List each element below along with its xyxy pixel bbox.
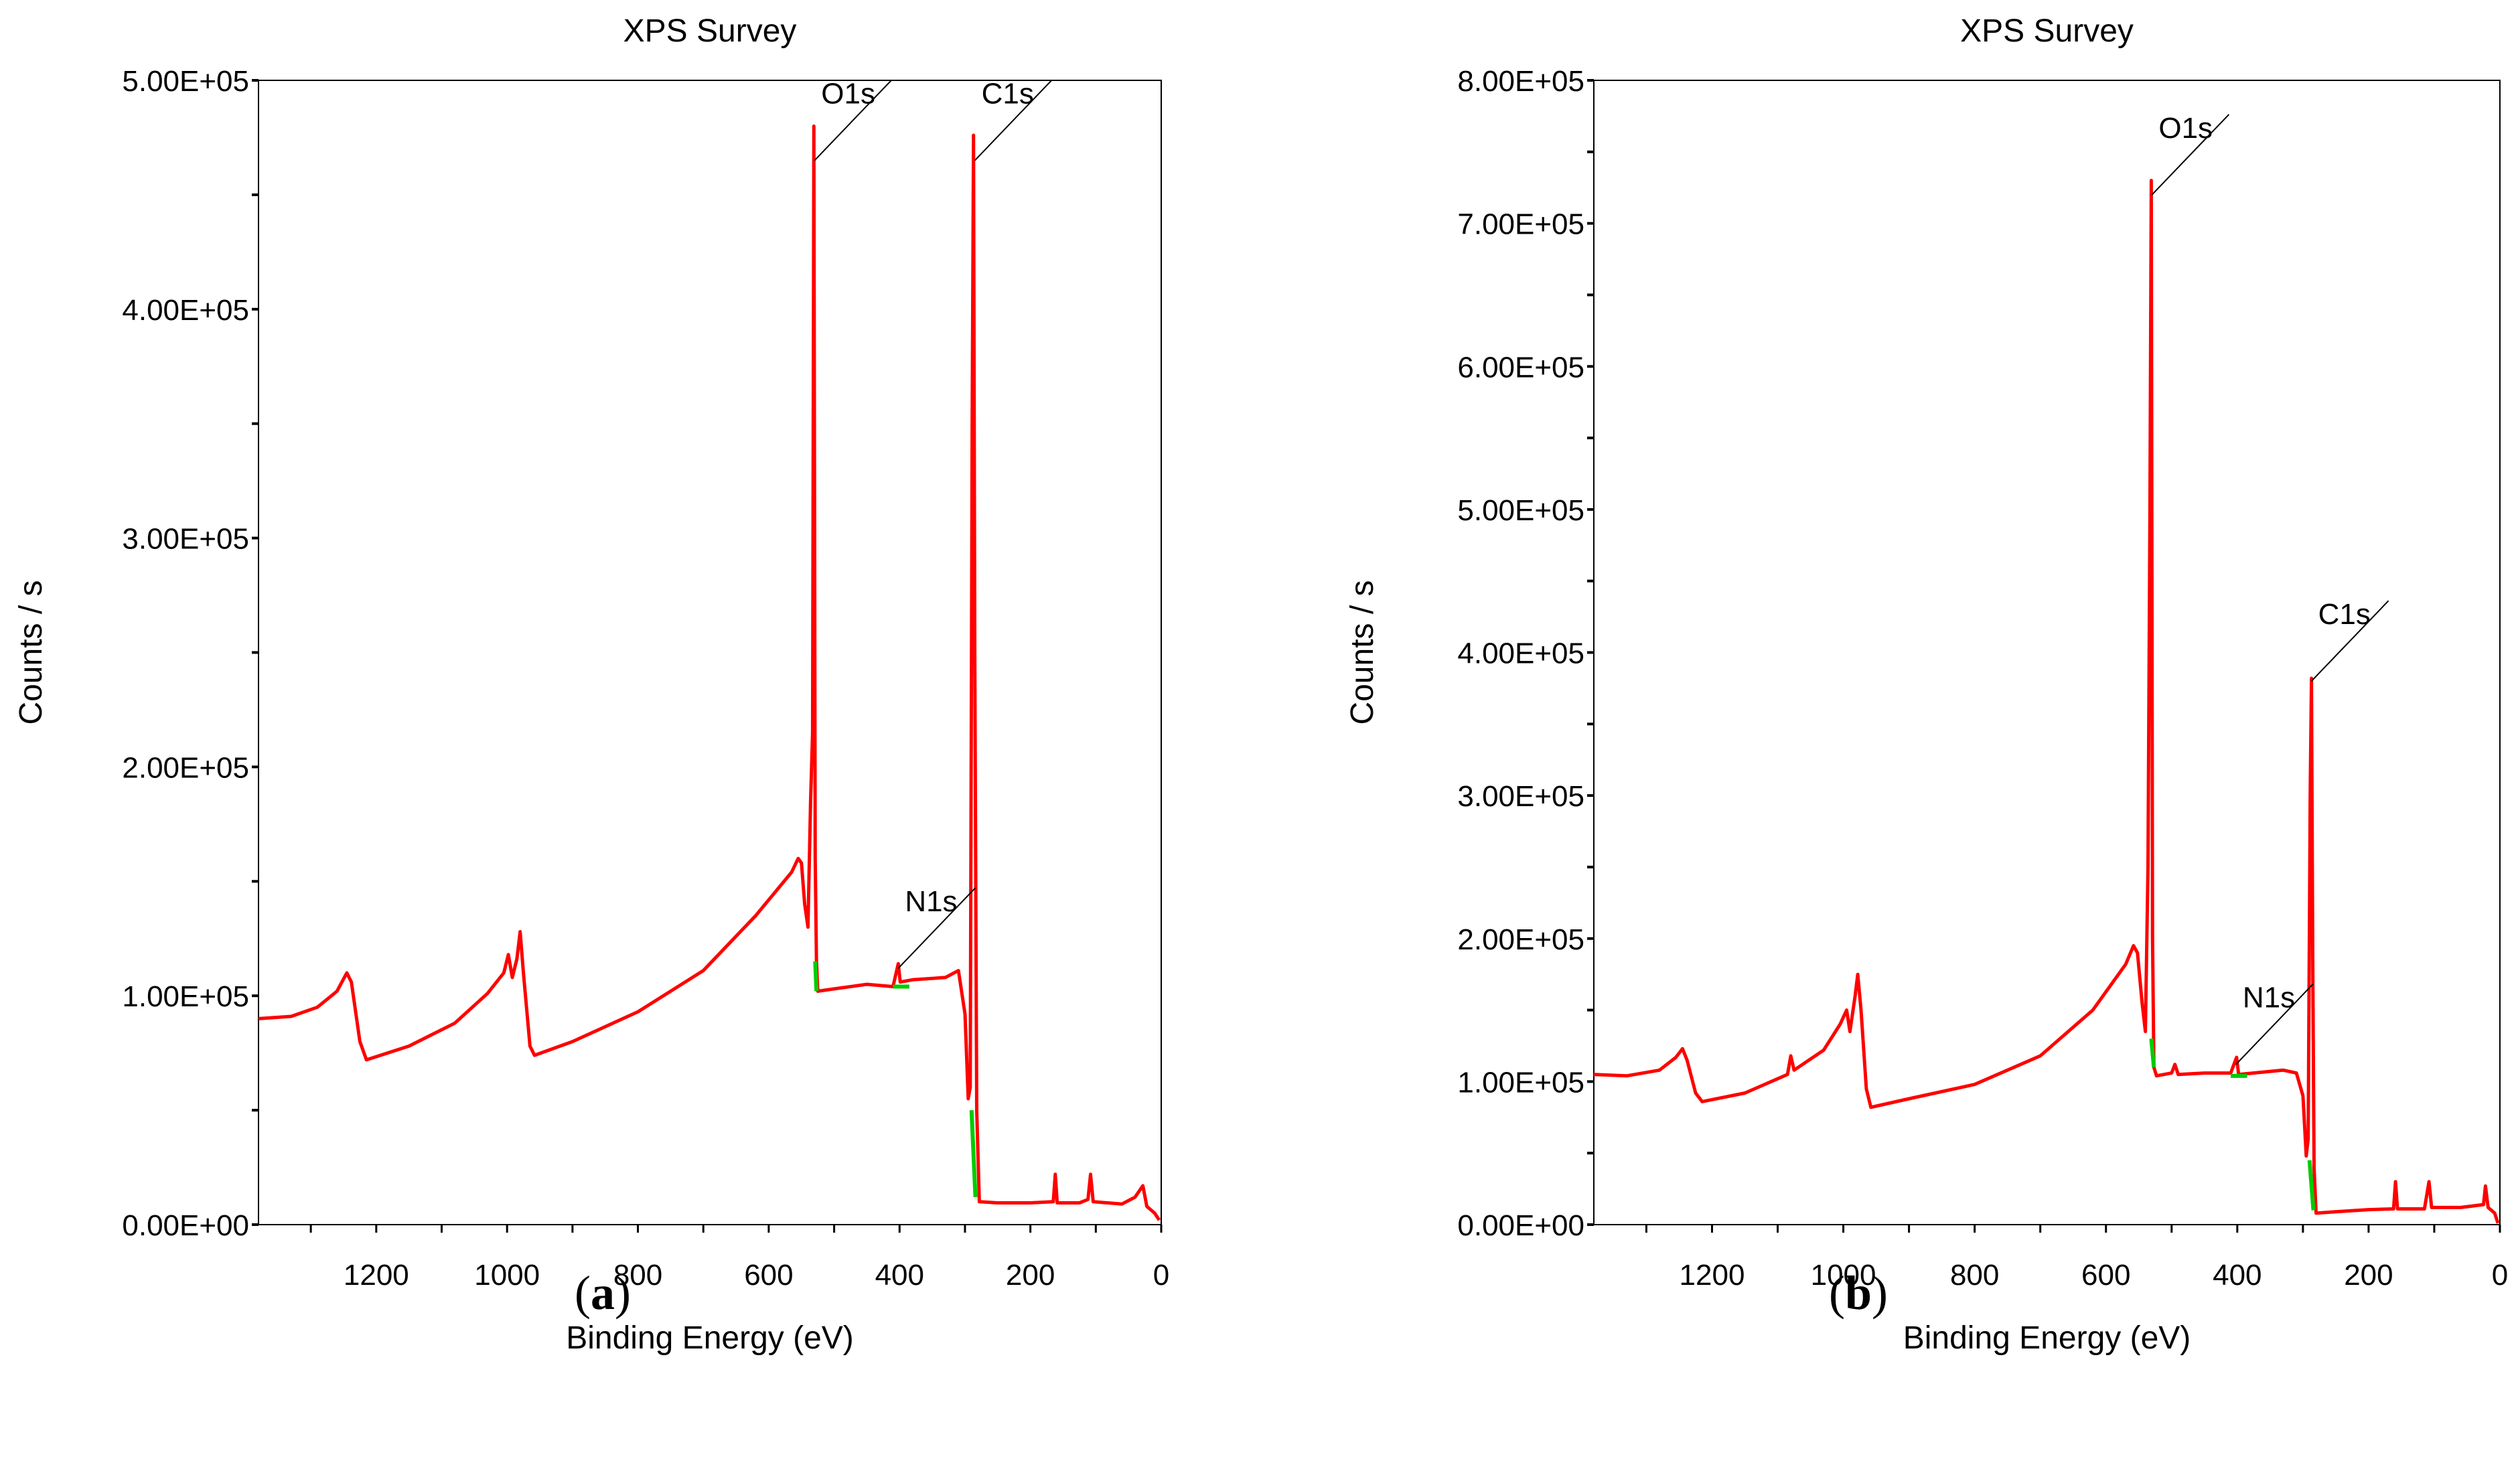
panel-label-a: (a) — [575, 1266, 631, 1320]
panel-label-b: (b) — [1828, 1266, 1888, 1320]
y-tick-label: 0.00E+00 — [122, 1209, 249, 1242]
x-tick-label: 600 — [2081, 1259, 2130, 1292]
background-segment — [813, 961, 819, 992]
background-segment — [969, 1109, 978, 1198]
peak-label: C1s — [982, 78, 1034, 110]
x-tick-label: 400 — [875, 1259, 924, 1292]
y-tick-label: 3.00E+05 — [1457, 780, 1584, 813]
xps-survey-chart-a: XPS Survey 0.00E+00 1.00E+05 2.00E+05 3.00E+… — [13, 13, 1169, 1356]
chart-panel-b: XPS Survey 0.00E+00 1.00E+05 2.00E+05 3.00E+… — [1259, 0, 2520, 1467]
peak-leader-line — [2151, 114, 2230, 196]
y-tick-label: 2.00E+05 — [122, 751, 249, 784]
y-tick-label: 4.00E+05 — [1457, 637, 1584, 670]
x-tick-label: 1000 — [474, 1259, 540, 1292]
peak-label: O1s — [2158, 112, 2213, 145]
x-tick-label: 800 — [1950, 1259, 1999, 1292]
y-tick-label: 1.00E+05 — [122, 980, 249, 1013]
y-tick-label: 5.00E+05 — [1457, 494, 1584, 527]
peak-label: C1s — [2318, 598, 2371, 631]
x-axis-label: Binding Energy (eV) — [1903, 1320, 2191, 1356]
x-tick-label: 1000 — [1811, 1259, 1876, 1292]
y-tick-label: 1.00E+05 — [1457, 1066, 1584, 1099]
x-tick-label: 1200 — [344, 1259, 409, 1292]
spectrum-line — [258, 124, 1161, 1221]
x-tick-label: 0 — [1153, 1259, 1169, 1292]
y-tick-label: 8.00E+05 — [1457, 65, 1584, 98]
background-segment — [2307, 1160, 2316, 1211]
peak-leader-line — [814, 79, 893, 161]
y-tick-label: 7.00E+05 — [1457, 208, 1584, 241]
x-tick-label: 1200 — [1680, 1259, 1745, 1292]
y-tick-label: 5.00E+05 — [122, 65, 249, 98]
chart-title: XPS Survey — [1960, 13, 2134, 49]
x-tick-label: 600 — [744, 1259, 793, 1292]
chart-panel-a: XPS Survey 0.00E+00 1.00E+05 2.00E+05 3.00E+… — [0, 0, 1259, 1467]
x-tick-label: 200 — [2344, 1259, 2393, 1292]
y-tick-label: 6.00E+05 — [1457, 351, 1584, 384]
y-tick-label: 3.00E+05 — [122, 523, 249, 556]
plot-frame — [258, 80, 1162, 1225]
x-axis-label: Binding Energy (eV) — [566, 1320, 854, 1356]
chart-title: XPS Survey — [623, 13, 797, 49]
peak-label: N1s — [905, 885, 957, 918]
y-tick-label: 2.00E+05 — [1457, 923, 1584, 956]
peak-leader-line — [897, 887, 976, 969]
x-tick-label: 200 — [1006, 1259, 1055, 1292]
peak-label: N1s — [2243, 982, 2295, 1014]
x-tick-label: 400 — [2213, 1259, 2262, 1292]
peak-leader-line — [974, 79, 1053, 161]
plot-frame — [1593, 80, 2501, 1225]
background-segment — [2149, 1038, 2156, 1068]
peak-label: O1s — [821, 78, 875, 110]
y-tick-label: 0.00E+00 — [1457, 1209, 1584, 1242]
spectrum-line — [1593, 179, 2500, 1224]
xps-survey-chart-b: XPS Survey 0.00E+00 1.00E+05 2.00E+05 3.00E+… — [1345, 13, 2508, 1356]
x-tick-label: 0 — [2492, 1259, 2508, 1292]
peak-leader-line — [2235, 984, 2314, 1065]
y-axis-label: Counts / s — [13, 580, 49, 724]
y-tick-label: 4.00E+05 — [122, 294, 249, 327]
y-axis-label: Counts / s — [1345, 580, 1380, 724]
peak-leader-line — [2310, 600, 2389, 682]
x-tick-label: 800 — [613, 1259, 662, 1292]
